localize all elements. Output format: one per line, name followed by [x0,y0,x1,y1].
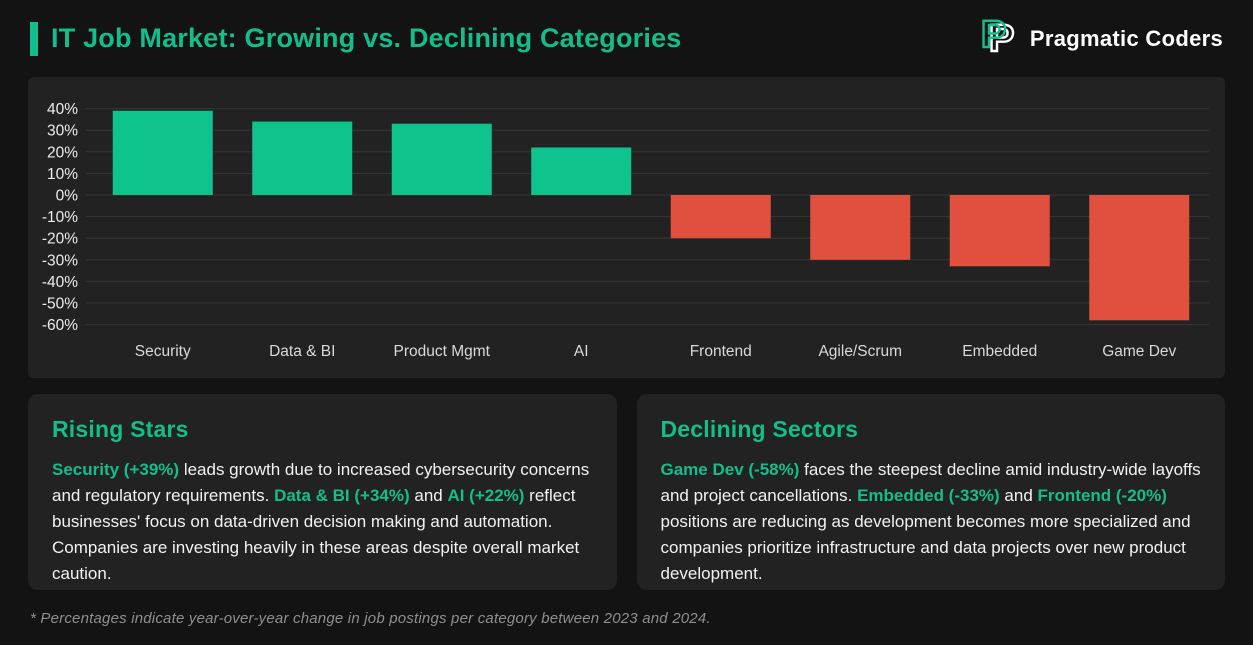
body-text-segment: reflect businesses' focus on data-driven… [52,486,580,583]
svg-text:P: P [981,14,1006,56]
body-text-segment: and [999,486,1038,505]
highlighted-stat: Game Dev (-58%) [660,460,800,479]
y-tick-label: -30% [42,252,78,269]
x-category-label-ai: AI [574,343,589,360]
highlighted-stat: Embedded (-33%) [857,486,1000,505]
highlighted-stat: Security (+39%) [52,460,180,479]
declining-sectors-panel: Declining Sectors Game Dev (-58%) faces … [636,394,1225,590]
bar-agile-scrum [810,195,911,260]
x-category-label-security: Security [135,343,191,360]
bar-product-mgmt [391,123,492,195]
y-tick-label: -60% [42,317,78,334]
y-tick-label: -40% [42,274,78,291]
bar-ai [531,147,632,195]
rising-stars-text: Security (+39%) leads growth due to incr… [52,457,593,587]
rising-stars-panel: Rising Stars Security (+39%) leads growt… [28,394,617,590]
declining-sectors-heading: Declining Sectors [660,416,859,442]
title-accent-bar [30,21,38,56]
highlighted-stat: Frontend (-20%) [1037,486,1167,505]
x-category-label-game-dev: Game Dev [1102,343,1176,360]
summary-panels: Rising Stars Security (+39%) leads growt… [28,394,1225,590]
svg-text:P: P [989,18,1014,59]
highlighted-stat: Data & BI (+34%) [274,486,410,505]
bar-chart: 40% 30% 20% 10% 0% -10% -20% -30% -40% -50% -60% Se… [42,101,1209,360]
y-tick-label: 30% [47,123,78,140]
y-tick-label: -50% [42,296,78,313]
bar-chart-panel: 40% 30% 20% 10% 0% -10% -20% -30% -40% -50% -60% Se… [28,77,1225,378]
bar-security [112,110,213,195]
body-text-segment: and [409,486,448,505]
body-text-segment: leads growth due to increased cybersecur… [52,460,590,505]
y-tick-label: 40% [47,101,78,118]
page-title: IT Job Market: Growing vs. Declining Cat… [51,23,682,53]
title-block: IT Job Market: Growing vs. Declining Cat… [30,21,682,56]
rising-stars-heading: Rising Stars [52,416,189,442]
y-tick-label: -20% [42,231,78,248]
bar-game-dev [1089,195,1190,321]
y-tick-label: 20% [47,144,78,161]
footnote: * Percentages indicate year-over-year ch… [30,610,711,627]
x-category-label-frontend: Frontend [690,343,752,360]
x-category-label-data-bi: Data & BI [269,343,335,360]
body-text-segment: faces the steepest decline amid industry… [660,460,1201,505]
pragmatic-coders-logo-icon: P P [976,13,1022,64]
bar-frontend [670,195,771,239]
x-category-label-embedded: Embedded [962,343,1037,360]
y-tick-label: 10% [47,166,78,183]
y-tick-label: -10% [42,209,78,226]
body-text-segment: positions are reducing as development be… [660,512,1191,583]
x-category-label-product-mgmt: Product Mgmt [394,343,491,360]
header: IT Job Market: Growing vs. Declining Cat… [0,0,1253,77]
brand-block: P P Pragmatic Coders [976,13,1223,64]
y-tick-label: 0% [56,188,79,205]
brand-name: Pragmatic Coders [1029,25,1223,51]
bar-data-bi [252,121,353,195]
highlighted-stat: AI (+22%) [447,486,525,505]
bar-embedded [949,195,1050,267]
declining-sectors-text: Game Dev (-58%) faces the steepest decli… [661,457,1202,587]
x-category-label-agile-scrum: Agile/Scrum [818,343,902,360]
